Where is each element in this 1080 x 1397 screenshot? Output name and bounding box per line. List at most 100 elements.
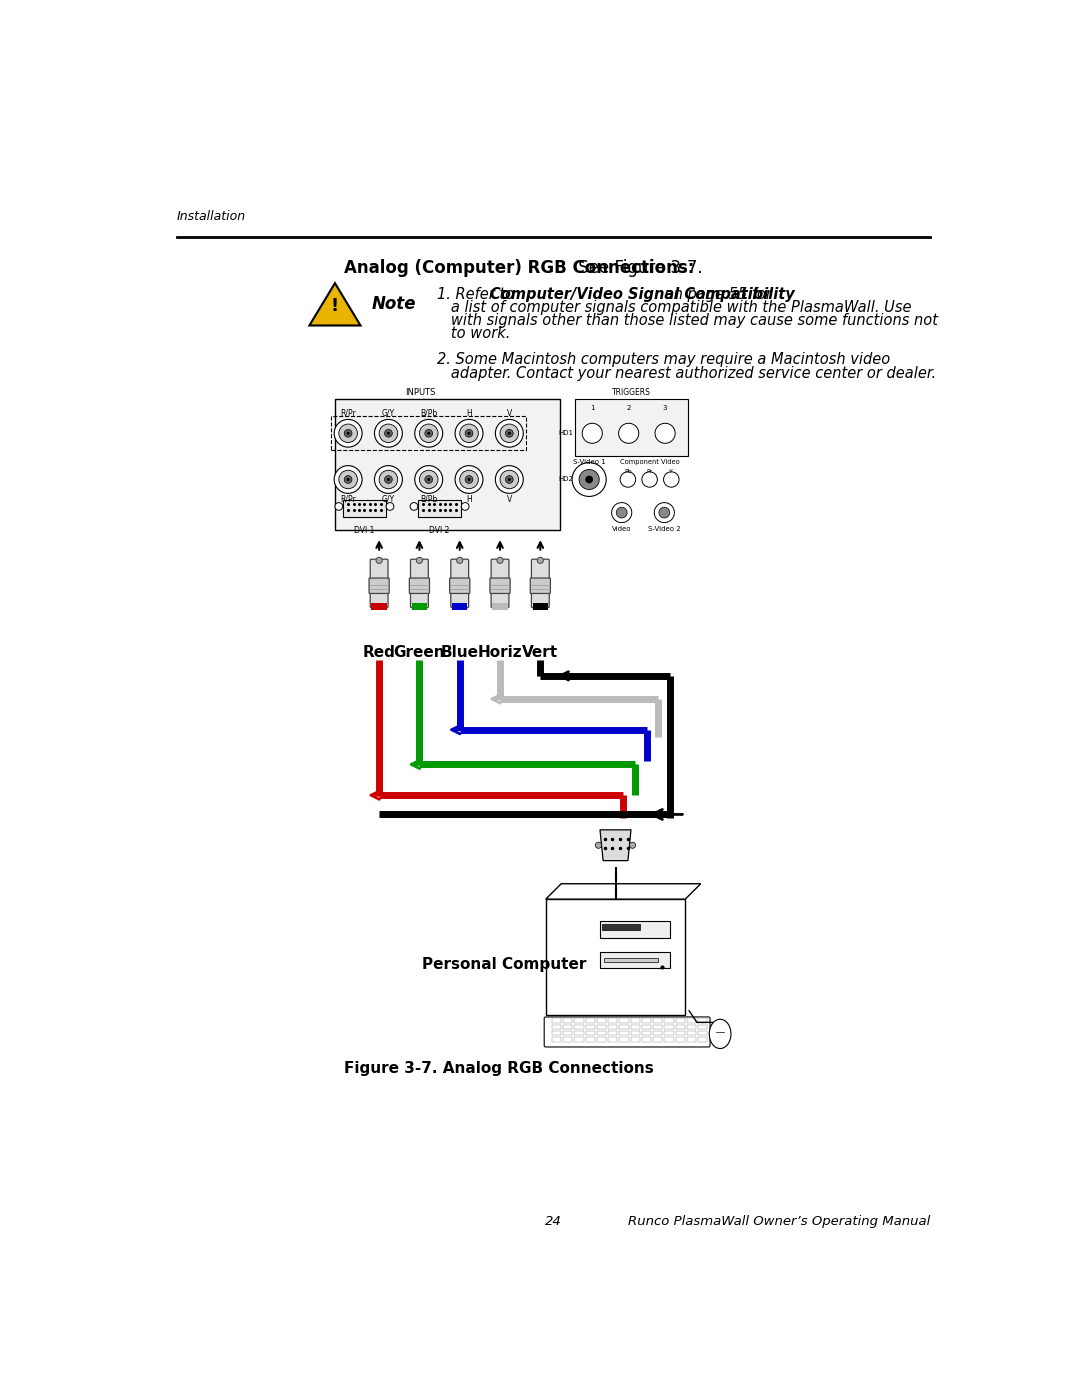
Text: HD1: HD1: [558, 430, 573, 436]
FancyBboxPatch shape: [698, 1024, 707, 1030]
Text: Runco PlasmaWall Owner’s Operating Manual: Runco PlasmaWall Owner’s Operating Manua…: [627, 1215, 930, 1228]
FancyBboxPatch shape: [597, 1018, 606, 1023]
FancyBboxPatch shape: [575, 1037, 583, 1042]
Text: Personal Computer: Personal Computer: [422, 957, 586, 972]
Circle shape: [572, 462, 606, 496]
Circle shape: [347, 432, 350, 434]
FancyBboxPatch shape: [369, 578, 389, 594]
Bar: [372, 602, 387, 610]
FancyBboxPatch shape: [687, 1037, 697, 1042]
Circle shape: [419, 425, 438, 443]
FancyBboxPatch shape: [597, 1037, 606, 1042]
FancyBboxPatch shape: [653, 1031, 662, 1035]
FancyBboxPatch shape: [418, 500, 461, 517]
Text: 2: 2: [626, 405, 631, 411]
Bar: [332, 416, 526, 450]
Text: B/Pb: B/Pb: [420, 409, 437, 418]
Bar: [576, 398, 688, 457]
Circle shape: [384, 429, 392, 437]
Circle shape: [455, 465, 483, 493]
FancyBboxPatch shape: [575, 1024, 583, 1030]
Text: Blue: Blue: [441, 645, 478, 659]
Circle shape: [500, 471, 518, 489]
FancyBboxPatch shape: [491, 559, 509, 608]
Text: R/Pr: R/Pr: [340, 495, 356, 504]
FancyBboxPatch shape: [544, 1017, 710, 1046]
Text: Component Video: Component Video: [620, 460, 679, 465]
FancyBboxPatch shape: [600, 951, 670, 968]
Text: with signals other than those listed may cause some functions not: with signals other than those listed may…: [437, 313, 939, 328]
Text: Video: Video: [612, 527, 632, 532]
Bar: [604, 958, 658, 963]
FancyBboxPatch shape: [552, 1024, 562, 1030]
Circle shape: [379, 471, 397, 489]
Circle shape: [345, 429, 352, 437]
Bar: [602, 923, 640, 930]
FancyBboxPatch shape: [619, 1031, 629, 1035]
FancyBboxPatch shape: [698, 1031, 707, 1035]
Circle shape: [585, 475, 593, 483]
FancyBboxPatch shape: [619, 1037, 629, 1042]
Text: 2. Some Macintosh computers may require a Macintosh video: 2. Some Macintosh computers may require …: [437, 352, 891, 367]
Circle shape: [611, 503, 632, 522]
Text: Analog (Computer) RGB Connections:: Analog (Computer) RGB Connections:: [345, 258, 694, 277]
Circle shape: [339, 471, 357, 489]
FancyBboxPatch shape: [530, 578, 551, 594]
Text: 24: 24: [545, 1215, 562, 1228]
Bar: [492, 602, 508, 610]
Circle shape: [617, 507, 627, 518]
Circle shape: [335, 503, 342, 510]
FancyBboxPatch shape: [653, 1018, 662, 1023]
FancyBboxPatch shape: [450, 559, 469, 608]
FancyBboxPatch shape: [664, 1031, 674, 1035]
FancyBboxPatch shape: [631, 1018, 640, 1023]
Text: See Figure 3-7.: See Figure 3-7.: [572, 258, 702, 277]
Circle shape: [384, 475, 392, 483]
Circle shape: [659, 507, 670, 518]
FancyBboxPatch shape: [687, 1018, 697, 1023]
Circle shape: [461, 503, 469, 510]
FancyBboxPatch shape: [585, 1031, 595, 1035]
Circle shape: [465, 475, 473, 483]
Text: R/Pr: R/Pr: [340, 409, 356, 418]
Circle shape: [334, 465, 362, 493]
Circle shape: [508, 432, 511, 434]
Circle shape: [620, 472, 636, 488]
FancyBboxPatch shape: [563, 1018, 572, 1023]
Text: Installation: Installation: [177, 210, 246, 224]
Text: !: !: [330, 296, 339, 314]
Text: S-Video 1: S-Video 1: [572, 460, 606, 465]
Circle shape: [663, 472, 679, 488]
Text: B/Pb: B/Pb: [420, 495, 437, 504]
FancyBboxPatch shape: [545, 900, 685, 1014]
FancyBboxPatch shape: [631, 1031, 640, 1035]
FancyBboxPatch shape: [642, 1024, 651, 1030]
FancyBboxPatch shape: [608, 1024, 618, 1030]
FancyBboxPatch shape: [449, 578, 470, 594]
FancyBboxPatch shape: [585, 1018, 595, 1023]
Circle shape: [579, 469, 599, 489]
Circle shape: [582, 423, 603, 443]
Circle shape: [656, 423, 675, 443]
FancyBboxPatch shape: [410, 559, 429, 608]
FancyBboxPatch shape: [563, 1031, 572, 1035]
Circle shape: [375, 419, 403, 447]
Circle shape: [496, 465, 524, 493]
Circle shape: [416, 557, 422, 563]
FancyBboxPatch shape: [619, 1018, 629, 1023]
Circle shape: [505, 429, 513, 437]
Text: TRIGGERS: TRIGGERS: [612, 388, 651, 397]
Text: adapter. Contact your nearest authorized service center or dealer.: adapter. Contact your nearest authorized…: [437, 366, 936, 380]
FancyBboxPatch shape: [563, 1037, 572, 1042]
FancyBboxPatch shape: [600, 921, 670, 937]
FancyBboxPatch shape: [608, 1031, 618, 1035]
FancyBboxPatch shape: [653, 1037, 662, 1042]
Circle shape: [387, 432, 390, 434]
Circle shape: [387, 478, 390, 481]
Text: a list of computer signals compatible with the PlasmaWall. Use: a list of computer signals compatible wi…: [437, 300, 912, 316]
Circle shape: [428, 432, 430, 434]
FancyBboxPatch shape: [585, 1037, 595, 1042]
FancyBboxPatch shape: [664, 1024, 674, 1030]
FancyBboxPatch shape: [608, 1018, 618, 1023]
FancyBboxPatch shape: [676, 1018, 685, 1023]
